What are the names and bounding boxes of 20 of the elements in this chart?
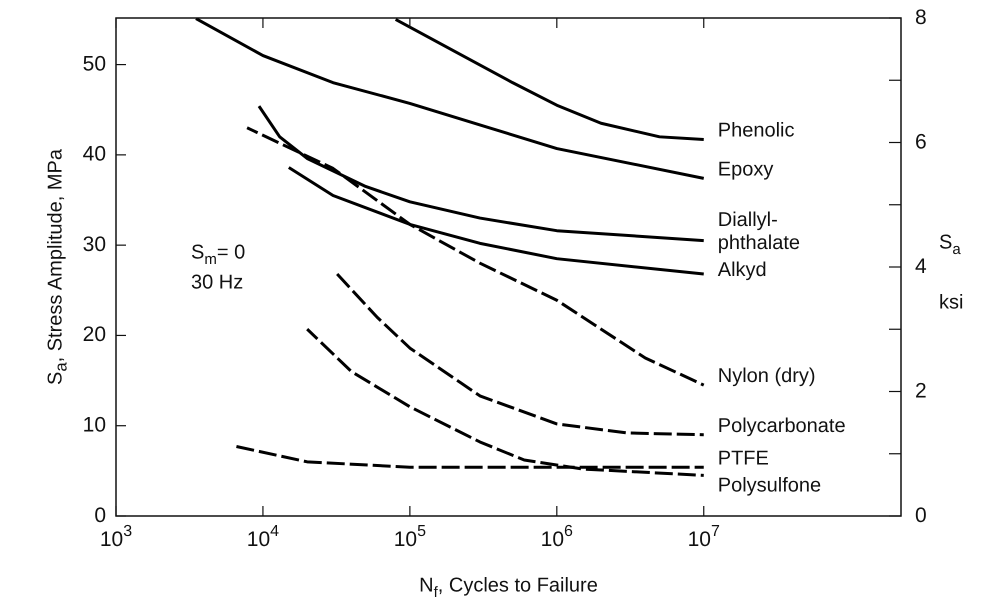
series-label: Epoxy (718, 158, 774, 180)
series-label: Phenolic (718, 120, 794, 142)
y-tick-label: 40 (82, 142, 106, 166)
y2-tick-label: 4 (915, 254, 927, 278)
series-label: Alkyd (718, 259, 767, 282)
y2-tick-label: 8 (915, 6, 927, 29)
y-tick-label: 50 (82, 52, 106, 76)
series-label: Diallyl-phthalate (718, 209, 800, 254)
series-label: Nylon (dry) (718, 365, 816, 388)
y-tick-label: 20 (82, 323, 106, 346)
series-label: Polysulfone (718, 474, 822, 496)
y-tick-label: 0 (94, 504, 106, 527)
y-tick-label: 10 (82, 414, 106, 437)
y-tick-label: 30 (82, 232, 106, 256)
y2-tick-label: 2 (915, 379, 927, 402)
annotation: 30 Hz (191, 272, 244, 294)
series-label: PTFE (718, 447, 769, 470)
series-label: Polycarbonate (718, 414, 846, 437)
y2-tick-label: 0 (915, 504, 927, 527)
y2-tick-label: 6 (915, 130, 927, 154)
